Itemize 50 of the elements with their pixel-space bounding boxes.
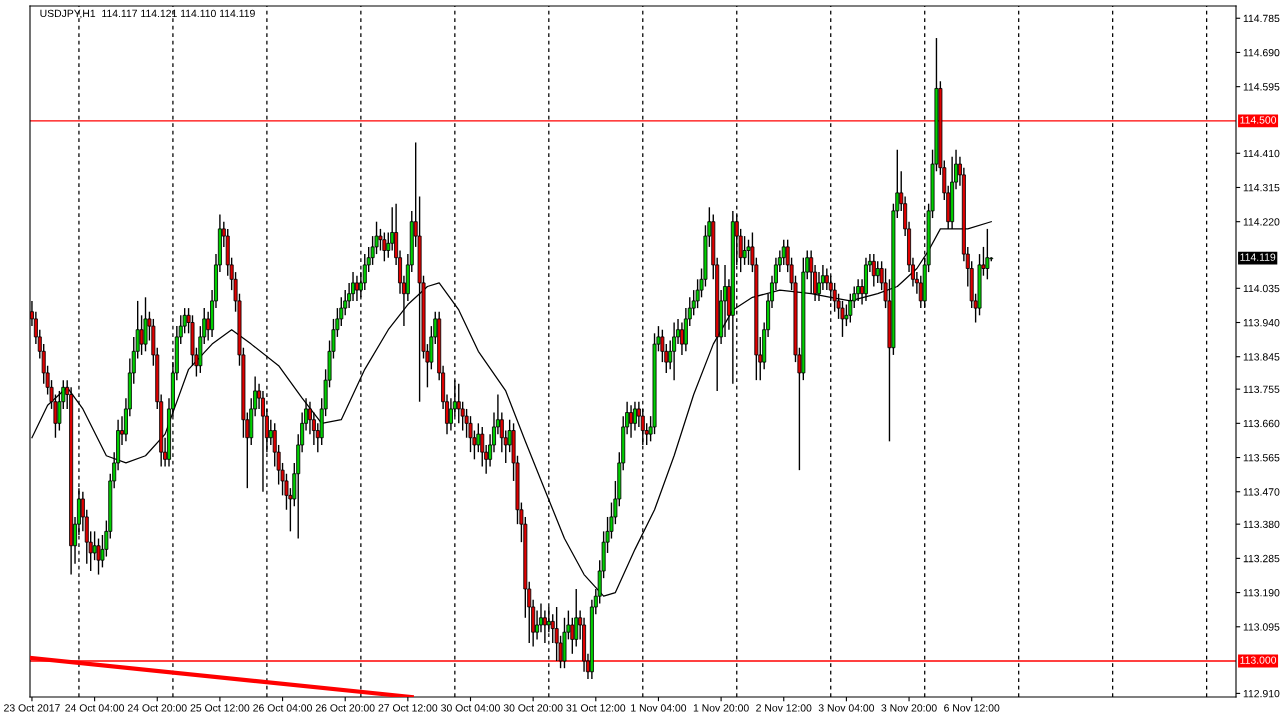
candlestick [746,238,751,266]
candlestick [542,609,547,644]
candlestick [382,231,387,262]
chart-title: USDJPY,H1 114.117 114.121 114.110 114.119 [40,9,255,19]
x-tick-label: 24 Oct 20:00 [127,704,187,712]
x-tick-label: 26 Oct 20:00 [315,704,375,712]
candlestick [679,321,684,356]
x-tick-label: 24 Oct 04:00 [65,704,125,712]
y-tick-label: 114.315 [1243,183,1280,192]
ref-line-label: 114.500 [1240,116,1277,124]
y-tick-label: 113.095 [1243,623,1280,631]
text: 114.119 [1240,253,1276,261]
y-tick-label: 114.410 [1243,149,1280,158]
candlestick [139,314,144,356]
y-tick-label: 112.910 [1243,689,1280,698]
y-tick-label: 114.690 [1243,48,1280,57]
x-tick-label: 31 Oct 12:00 [566,704,626,712]
x-tick-label: 2 Nov 12:00 [756,704,812,712]
candlestick [629,404,634,439]
candlestick [354,275,359,302]
x-tick-label: 26 Oct 04:00 [253,704,312,712]
y-tick-label: 113.470 [1243,488,1280,496]
y-tick-label: 113.285 [1243,554,1280,563]
y-tick-label: 114.785 [1243,14,1280,23]
ref-line-label: 113.000 [1240,656,1277,664]
y-tick-label: 113.755 [1243,385,1280,394]
candlestick [742,235,747,266]
y-tick-label: 114.035 [1243,284,1280,293]
x-tick-label: 30 Oct 04:00 [441,704,500,712]
x-tick-label: 23 Oct 2017 [4,704,60,712]
candlestick [546,606,551,633]
y-tick-label: 113.380 [1243,520,1280,529]
x-tick-label: 30 Oct 20:00 [503,704,563,712]
x-tick-label: 1 Nov 04:00 [631,704,687,712]
y-tick-label: 114.595 [1243,83,1280,91]
x-tick-label: 3 Nov 04:00 [818,704,875,712]
candlestick [871,253,876,288]
y-tick-label: 113.190 [1243,589,1280,597]
y-tick-label: 113.660 [1243,419,1280,428]
x-tick-label: 25 Oct 12:00 [190,704,250,712]
candlestick [92,530,97,561]
y-tick-label: 113.565 [1243,454,1280,462]
y-tick-label: 113.940 [1243,319,1280,327]
x-tick-label: 27 Oct 12:00 [378,704,438,712]
x-tick-label: 3 Nov 20:00 [881,704,937,712]
y-tick-label: 114.220 [1243,218,1280,226]
x-tick-label: 1 Nov 20:00 [693,704,749,712]
y-tick-label: 113.845 [1243,353,1280,361]
candlestick [672,321,677,381]
x-tick-label: 6 Nov 12:00 [944,704,1000,712]
